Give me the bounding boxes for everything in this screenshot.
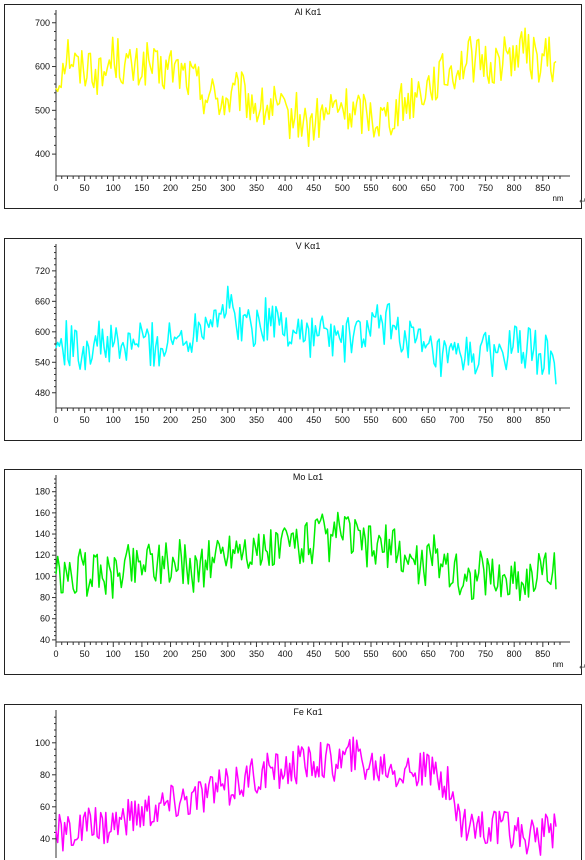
chart-title: Al Kα1 bbox=[295, 7, 322, 17]
y-tick-label: 160 bbox=[35, 508, 50, 518]
x-tick-label: 500 bbox=[335, 183, 350, 193]
x-tick-label: 150 bbox=[134, 415, 149, 425]
series-line bbox=[55, 736, 557, 856]
x-tick-label: 300 bbox=[220, 183, 235, 193]
return-mark: ↵ bbox=[579, 197, 585, 207]
y-tick-label: 120 bbox=[35, 550, 50, 560]
y-tick-label: 720 bbox=[35, 266, 50, 276]
y-tick-label: 140 bbox=[35, 529, 50, 539]
x-tick-label: 550 bbox=[363, 649, 378, 659]
y-tick-label: 500 bbox=[35, 105, 50, 115]
plot-frame bbox=[4, 238, 582, 441]
y-tick-label: 660 bbox=[35, 296, 50, 306]
x-tick-label: 0 bbox=[53, 649, 58, 659]
x-tick-label: 700 bbox=[449, 183, 464, 193]
x-tick-label: 450 bbox=[306, 183, 321, 193]
x-tick-label: 500 bbox=[335, 415, 350, 425]
x-tick-label: 750 bbox=[478, 415, 493, 425]
x-tick-label: 600 bbox=[392, 415, 407, 425]
x-tick-label: 250 bbox=[192, 415, 207, 425]
x-tick-label: 250 bbox=[192, 649, 207, 659]
x-tick-label: 250 bbox=[192, 183, 207, 193]
x-tick-label: 350 bbox=[249, 183, 264, 193]
x-tick-label: 800 bbox=[507, 649, 522, 659]
x-tick-label: 50 bbox=[80, 183, 90, 193]
x-tick-label: 850 bbox=[535, 649, 550, 659]
x-tick-label: 200 bbox=[163, 183, 178, 193]
x-tick-label: 0 bbox=[53, 183, 58, 193]
y-tick-label: 540 bbox=[35, 357, 50, 367]
x-tick-label: 300 bbox=[220, 415, 235, 425]
chart-title: Mo Lα1 bbox=[293, 472, 323, 482]
y-tick-label: 40 bbox=[40, 834, 50, 844]
x-tick-label: 500 bbox=[335, 649, 350, 659]
x-tick-label: 650 bbox=[421, 649, 436, 659]
plot-frame bbox=[4, 704, 582, 860]
y-tick-label: 40 bbox=[40, 635, 50, 645]
x-tick-label: 150 bbox=[134, 649, 149, 659]
series-line bbox=[55, 511, 557, 602]
x-tick-label: 400 bbox=[278, 183, 293, 193]
x-tick-label: 800 bbox=[507, 183, 522, 193]
plot-frame bbox=[4, 4, 582, 209]
x-tick-label: 650 bbox=[421, 415, 436, 425]
x-tick-label: 350 bbox=[249, 415, 264, 425]
x-tick-label: 50 bbox=[80, 649, 90, 659]
chart-panel-mo: Mo Lα1 40 60 80 100 120 140 160 180 0 50 100 150 200 2… bbox=[0, 467, 585, 677]
chart-panel-fe: Fe Kα1 40 60 80 100 bbox=[0, 702, 585, 860]
y-tick-label: 60 bbox=[40, 802, 50, 812]
y-tick-label: 480 bbox=[35, 388, 50, 398]
x-tick-label: 400 bbox=[278, 415, 293, 425]
x-tick-label: 200 bbox=[163, 415, 178, 425]
x-tick-label: 350 bbox=[249, 649, 264, 659]
return-mark: ↵ bbox=[579, 663, 585, 673]
y-tick-label: 400 bbox=[35, 149, 50, 159]
x-tick-label: 400 bbox=[278, 649, 293, 659]
x-tick-label: 150 bbox=[134, 183, 149, 193]
x-tick-label: 550 bbox=[363, 183, 378, 193]
x-tick-label: 550 bbox=[363, 415, 378, 425]
x-tick-label: 850 bbox=[535, 415, 550, 425]
x-tick-label: 450 bbox=[306, 649, 321, 659]
x-tick-label: 100 bbox=[106, 183, 121, 193]
y-tick-label: 180 bbox=[35, 487, 50, 497]
x-tick-label: 800 bbox=[507, 415, 522, 425]
x-tick-label: 300 bbox=[220, 649, 235, 659]
y-tick-label: 80 bbox=[40, 770, 50, 780]
x-axis-label: nm bbox=[552, 660, 563, 669]
chart-fe: Fe Kα1 40 60 80 100 bbox=[4, 704, 582, 860]
y-tick-label: 100 bbox=[35, 738, 50, 748]
chart-title: V Kα1 bbox=[296, 241, 321, 251]
y-tick-label: 700 bbox=[35, 18, 50, 28]
x-tick-label: 100 bbox=[106, 415, 121, 425]
y-tick-label: 600 bbox=[35, 327, 50, 337]
y-tick-label: 80 bbox=[40, 593, 50, 603]
x-tick-label: 750 bbox=[478, 183, 493, 193]
chart-v: V Kα1 480 540 600 660 720 0 50 100 150 200 250 300 35… bbox=[4, 238, 582, 441]
y-tick-label: 100 bbox=[35, 571, 50, 581]
y-tick-label: 60 bbox=[40, 614, 50, 624]
x-tick-label: 50 bbox=[80, 415, 90, 425]
x-tick-label: 750 bbox=[478, 649, 493, 659]
x-tick-label: 100 bbox=[106, 649, 121, 659]
x-tick-label: 700 bbox=[449, 415, 464, 425]
x-axis-label: nm bbox=[552, 194, 563, 203]
x-tick-label: 0 bbox=[53, 415, 58, 425]
x-tick-label: 600 bbox=[392, 649, 407, 659]
y-tick-label: 600 bbox=[35, 62, 50, 72]
chart-panel-al: Al Kα1 400 500 600 700 0 50 100 150 200 250 300 350 4… bbox=[0, 0, 585, 212]
chart-al: Al Kα1 400 500 600 700 0 50 100 150 200 250 300 350 4… bbox=[4, 4, 582, 209]
x-tick-label: 450 bbox=[306, 415, 321, 425]
chart-title: Fe Kα1 bbox=[293, 707, 322, 717]
chart-mo: Mo Lα1 40 60 80 100 120 140 160 180 0 50 100 150 200 2… bbox=[4, 469, 582, 675]
series-line bbox=[55, 27, 557, 148]
x-tick-label: 700 bbox=[449, 649, 464, 659]
plot-frame bbox=[4, 469, 582, 675]
x-tick-label: 200 bbox=[163, 649, 178, 659]
x-tick-label: 650 bbox=[421, 183, 436, 193]
x-tick-label: 600 bbox=[392, 183, 407, 193]
x-tick-label: 850 bbox=[535, 183, 550, 193]
chart-panel-v: V Kα1 480 540 600 660 720 0 50 100 150 200 250 300 35… bbox=[0, 236, 585, 442]
series-line bbox=[55, 285, 557, 385]
